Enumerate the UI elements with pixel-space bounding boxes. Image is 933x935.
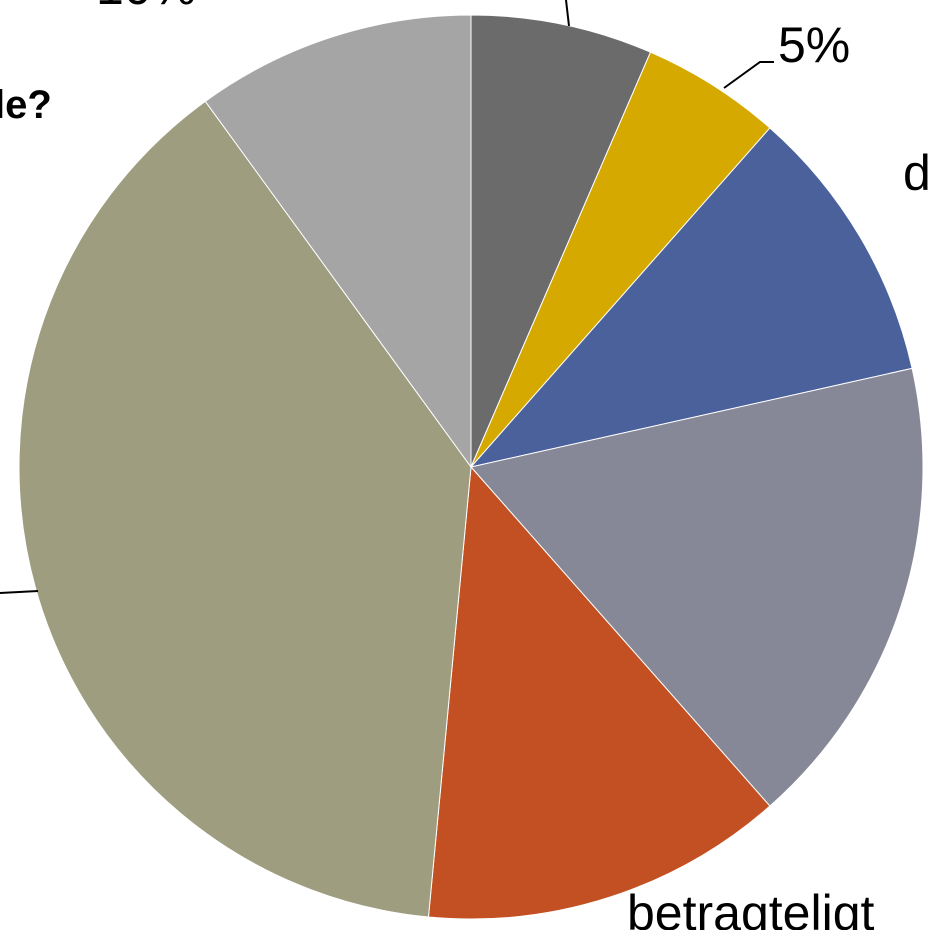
pie-slice-2	[469, 127, 913, 468]
pie-slice-4	[427, 465, 771, 920]
leader-lines	[0, 0, 774, 594]
pie-slice-1	[470, 51, 771, 468]
pie-slice-5	[18, 100, 472, 918]
pie-slice-0	[470, 14, 652, 468]
chart-title: le?	[0, 83, 52, 127]
slice-label-6: 10%	[96, 0, 196, 15]
slice-label-4: betragteligt	[627, 885, 874, 930]
leader-line-slice-1	[723, 61, 774, 89]
slice-label-1: 5%	[778, 17, 850, 73]
slice-label-2: d	[903, 145, 931, 201]
pie-slice-3	[470, 367, 924, 807]
pie-slice-6	[204, 14, 472, 469]
slice-labels: 5% d betragteligt 10%	[96, 0, 931, 935]
pie-slices	[18, 14, 924, 920]
leader-line-slice-5	[0, 590, 39, 594]
leader-line-slice-0	[565, 0, 570, 27]
